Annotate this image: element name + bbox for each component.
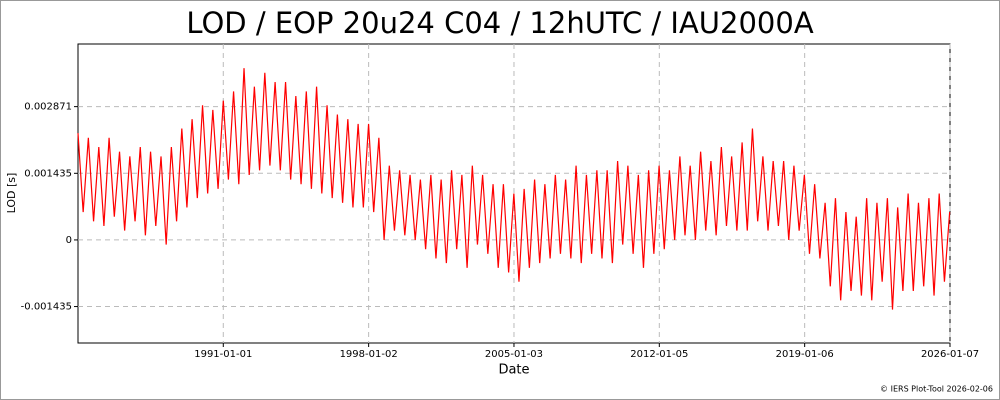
data-line: [77, 68, 951, 310]
chart-title: LOD / EOP 20u24 C04 / 12hUTC / IAU2000A: [186, 6, 813, 40]
y-tick-label: 0.002871: [24, 102, 72, 113]
x-tick-label: 1998-01-02: [340, 349, 398, 360]
x-tick-label: 2026-01-07: [921, 349, 979, 360]
y-axis-label: LOD [s]: [5, 173, 18, 214]
x-axis-label: Date: [498, 363, 529, 378]
x-tick-label: 2005-01-03: [485, 349, 543, 360]
x-tick-label: 2012-01-05: [630, 349, 688, 360]
footer: © IERS Plot-Tool 2026-02-06: [880, 385, 993, 394]
y-tick-label: 0: [66, 235, 72, 246]
y-tick-label: 0.001435: [24, 168, 72, 179]
y-tick-label: -0.001435: [21, 302, 72, 313]
x-tick-label: 1991-01-01: [194, 349, 252, 360]
x-tick-label: 2019-01-06: [776, 349, 834, 360]
